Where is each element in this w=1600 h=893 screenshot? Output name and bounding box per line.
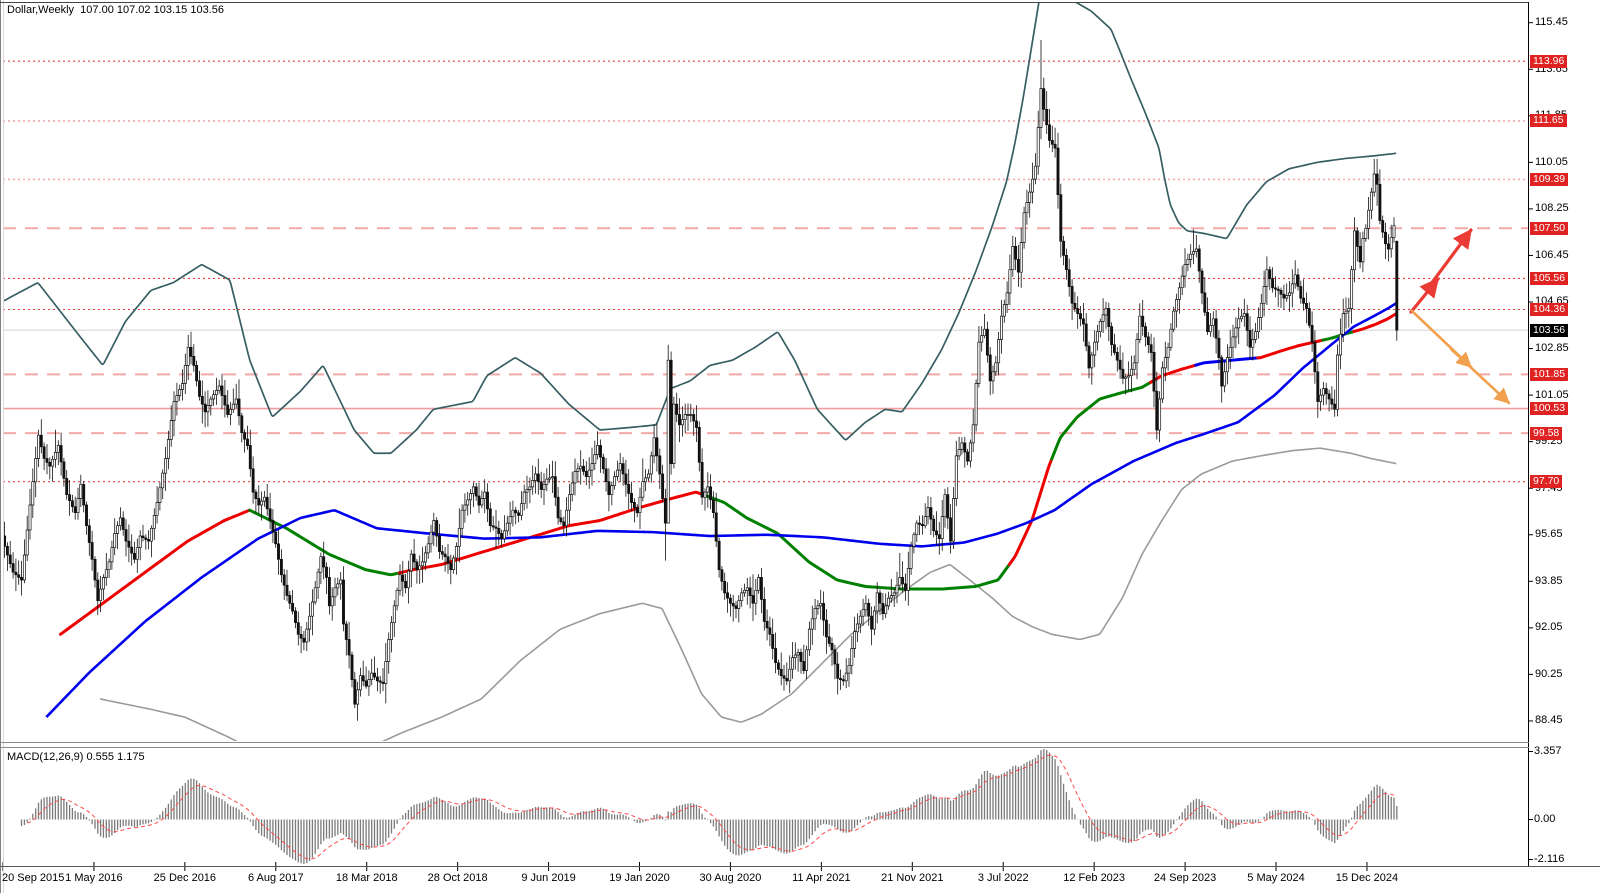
price-axis-label: 88.45 xyxy=(1535,714,1563,727)
macd-axis-label: 0.00 xyxy=(1534,813,1556,826)
trend-ma-green-segment xyxy=(248,508,401,577)
price-level-tag: 101.85 xyxy=(1530,367,1569,381)
time-axis-label: 1 May 2016 xyxy=(65,872,123,884)
ohlc-low: 103.15 xyxy=(153,4,188,16)
price-axis-label: 101.05 xyxy=(1535,388,1569,401)
trend-ma-red-segment xyxy=(1352,312,1398,333)
pane-divider-lower[interactable] xyxy=(0,747,1529,748)
window-left-border xyxy=(0,0,1,893)
bollinger-upper-band xyxy=(3,3,1397,455)
current-price-tag: 103.56 xyxy=(1530,323,1569,337)
trend-ma-red-segment xyxy=(397,490,706,575)
price-axis-label: 106.45 xyxy=(1535,248,1569,261)
price-level-tag: 105.56 xyxy=(1530,271,1569,285)
price-axis-label: 115.45 xyxy=(1535,16,1568,29)
time-axis-label: 25 Dec 2016 xyxy=(153,872,217,884)
trend-ma-green-segment xyxy=(1321,329,1356,342)
candlesticks xyxy=(3,40,1399,721)
price-axis-label: 110.05 xyxy=(1535,155,1568,168)
trend-ma-red-segment xyxy=(1007,457,1054,566)
price-level-tag: 104.36 xyxy=(1530,302,1569,316)
time-axis-label: 11 Apr 2021 xyxy=(792,872,851,884)
trend-ma-red-segment xyxy=(58,508,252,636)
trend-ma-green-segment xyxy=(1050,380,1153,461)
macd-axis-label: -2.116 xyxy=(1534,853,1565,865)
time-axis-label: 6 Aug 2017 xyxy=(247,872,304,884)
trend-ma-red-segment xyxy=(1149,363,1198,384)
time-axis-label: 30 Aug 2020 xyxy=(699,872,762,884)
price-level-tag: 111.65 xyxy=(1530,114,1567,128)
price-axis-label: 93.85 xyxy=(1535,574,1563,587)
price-axis-label: 90.25 xyxy=(1535,667,1563,680)
ohlc-high: 107.02 xyxy=(116,4,151,16)
price-level-tag: 97.70 xyxy=(1530,475,1563,489)
window-left-border-inner xyxy=(3,0,4,893)
time-axis-label: 18 Mar 2018 xyxy=(335,872,398,884)
chart-top-border xyxy=(0,2,1528,3)
time-axis-label: 3 Jul 2022 xyxy=(977,872,1029,884)
time-axis-label: 5 May 2024 xyxy=(1247,872,1305,884)
macd-signal-line xyxy=(27,754,1398,860)
ohlc-close: 103.56 xyxy=(190,4,224,16)
time-axis-label: 24 Sep 2023 xyxy=(1153,872,1217,884)
level-lines xyxy=(3,60,1528,483)
time-axis-label: 21 Nov 2021 xyxy=(881,872,944,884)
ohlc-open: 107.00 xyxy=(80,4,114,16)
time-axis-label: 28 Oct 2018 xyxy=(427,872,488,884)
indicator-value-main: 0.555 xyxy=(86,751,115,763)
time-axis-border xyxy=(0,866,1600,867)
price-level-tag: 99.58 xyxy=(1530,426,1563,440)
indicator-name: MACD(12,26,9) xyxy=(7,751,84,763)
chart-title: Dollar,Weekly 107.00 107.02 103.15 103.5… xyxy=(7,4,224,16)
indicator-value-signal: 1.175 xyxy=(117,751,145,763)
price-level-tag: 100.53 xyxy=(1530,402,1569,416)
pane-divider[interactable] xyxy=(0,742,1529,743)
time-axis-label: 15 Dec 2024 xyxy=(1335,872,1399,884)
price-axis-label: 108.25 xyxy=(1535,202,1569,215)
projection-arrow-up[interactable] xyxy=(1409,277,1440,314)
bollinger-lower-band xyxy=(99,447,1397,741)
time-axis-label: 19 Jan 2020 xyxy=(609,872,670,884)
price-level-tag: 107.50 xyxy=(1530,221,1569,235)
time-axis-label: 12 Feb 2023 xyxy=(1063,872,1126,884)
price-axis-label: 102.85 xyxy=(1535,342,1569,355)
projection-arrow-up[interactable] xyxy=(1426,228,1473,290)
price-axis-label: 92.05 xyxy=(1535,621,1563,634)
trend-ma-red-segment xyxy=(1256,338,1325,360)
price-level-tag: 113.96 xyxy=(1530,54,1568,68)
price-level-tag: 109.39 xyxy=(1530,172,1569,186)
price-axis-border xyxy=(1528,2,1529,867)
time-axis-label: 20 Sep 2015 xyxy=(2,872,65,884)
price-axis-label: 95.65 xyxy=(1535,528,1563,541)
trend-ma-green-segment xyxy=(702,493,1011,591)
time-axis-label: 9 Jun 2019 xyxy=(521,872,576,884)
chart-symbol-timeframe: Dollar,Weekly xyxy=(7,4,75,16)
macd-axis-label: 3.357 xyxy=(1534,745,1562,757)
projection-arrow-down[interactable] xyxy=(1449,347,1511,405)
indicator-label: MACD(12,26,9) 0.555 1.175 xyxy=(7,751,145,763)
macd-histogram xyxy=(20,749,1398,864)
macd-pane xyxy=(20,749,1398,864)
